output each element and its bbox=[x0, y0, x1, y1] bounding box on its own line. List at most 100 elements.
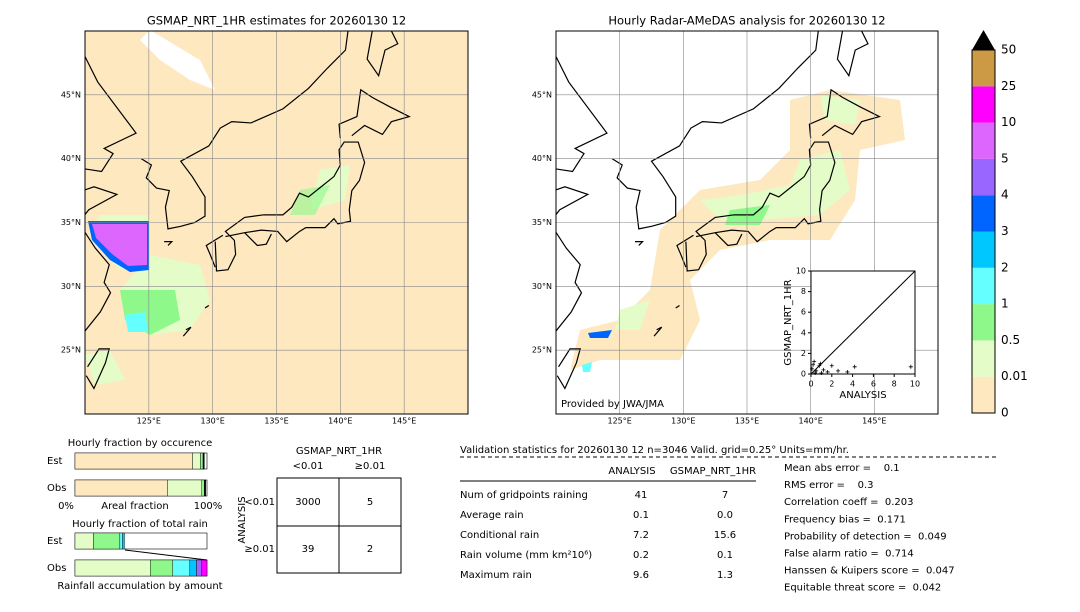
map-title: GSMAP_NRT_1HR estimates for 20260130 12 bbox=[147, 14, 406, 28]
scatter-point bbox=[825, 369, 830, 374]
score: Equitable threat score = 0.042 bbox=[784, 583, 941, 594]
coastline bbox=[653, 326, 663, 337]
colorbar-label: 1 bbox=[1001, 297, 1009, 311]
coastline bbox=[685, 141, 836, 272]
lon-label: 145°E bbox=[392, 417, 416, 426]
x-tick-label: 10 bbox=[910, 380, 920, 389]
lat-label: 35°N bbox=[532, 218, 552, 227]
bar-segment bbox=[150, 559, 173, 577]
stat-name: Maximum rain bbox=[460, 570, 532, 581]
y-tick-label: 2 bbox=[801, 349, 806, 358]
scatter-point bbox=[811, 362, 816, 367]
diagonal bbox=[810, 270, 916, 375]
lat-label: 30°N bbox=[532, 282, 552, 291]
colorbar-extend bbox=[972, 30, 995, 50]
stat-name: Num of gridpoints raining bbox=[460, 490, 588, 501]
bar-segment bbox=[74, 452, 193, 470]
coastline bbox=[366, 31, 399, 78]
stat-name: Average rain bbox=[460, 510, 524, 521]
table-title: GSMAP_NRT_1HR bbox=[296, 446, 382, 457]
score: Mean abs error = 0.1 bbox=[784, 463, 900, 474]
colorbar-label: 3 bbox=[1001, 224, 1009, 238]
col-header: <0.01 bbox=[293, 461, 324, 472]
col-header: ANALYSIS bbox=[608, 466, 655, 477]
stat-value: 41 bbox=[635, 490, 648, 501]
score: Probability of detection = 0.049 bbox=[784, 531, 947, 542]
cell: 3000 bbox=[295, 497, 320, 508]
col-header: ≥0.01 bbox=[355, 461, 386, 472]
scatter-point bbox=[818, 361, 823, 366]
colorbar-swatch bbox=[972, 122, 995, 159]
map-frame bbox=[555, 30, 939, 415]
bar-segment bbox=[74, 532, 94, 550]
lat-label: 30°N bbox=[61, 282, 81, 291]
x-tick-label: 6 bbox=[871, 380, 876, 389]
connector bbox=[124, 549, 208, 561]
panel-title: Hourly fraction by occurence bbox=[68, 438, 212, 449]
scatter-point bbox=[845, 369, 850, 374]
stat-value: 7.2 bbox=[633, 530, 649, 541]
x-label: Rainfall accumulation by amount bbox=[57, 581, 222, 592]
x-tick-label: 0 bbox=[808, 380, 813, 389]
y-axis-label: GSMAP_NRT_1HR bbox=[783, 279, 794, 365]
lon-label: 135°E bbox=[735, 417, 759, 426]
bar-segment bbox=[167, 479, 202, 497]
lat-label: 35°N bbox=[61, 218, 81, 227]
scatter-point bbox=[836, 368, 841, 373]
map-credit: Provided by JWA/JMA bbox=[561, 399, 664, 410]
bar-segment bbox=[93, 532, 121, 550]
lon-label: 125°E bbox=[137, 417, 161, 426]
row-label: Obs bbox=[47, 563, 66, 574]
colorbar-label: 0.5 bbox=[1001, 333, 1020, 347]
coastline bbox=[338, 88, 411, 139]
lat-label: 45°N bbox=[532, 90, 552, 99]
cell: 2 bbox=[367, 544, 373, 555]
scatter-point bbox=[908, 364, 913, 369]
lat-label: 45°N bbox=[61, 90, 81, 99]
x-tick-label: 2 bbox=[829, 380, 834, 389]
lat-label: 40°N bbox=[61, 154, 81, 163]
colorbar-frame bbox=[971, 49, 996, 414]
lon-label: 130°E bbox=[671, 417, 695, 426]
col-header: GSMAP_NRT_1HR bbox=[670, 466, 756, 477]
bar-segment bbox=[201, 559, 208, 577]
bar-segment bbox=[74, 559, 151, 577]
coastline bbox=[85, 348, 111, 390]
colorbar-label: 50 bbox=[1001, 43, 1016, 57]
row-label: Est bbox=[47, 456, 63, 467]
coastline bbox=[808, 88, 882, 139]
stat-name: Conditional rain bbox=[460, 530, 539, 541]
scatter-point bbox=[817, 363, 822, 368]
coastline bbox=[556, 55, 608, 333]
lon-label: 145°E bbox=[862, 417, 886, 426]
coastline bbox=[634, 241, 645, 246]
y-tick-label: 8 bbox=[801, 287, 806, 296]
coastline bbox=[204, 304, 210, 309]
coastline bbox=[611, 31, 819, 230]
scatter-point bbox=[829, 363, 834, 368]
score: False alarm ratio = 0.714 bbox=[784, 549, 914, 560]
bar-segment bbox=[201, 479, 205, 497]
bar-segment bbox=[74, 479, 168, 497]
stat-value: 15.6 bbox=[714, 530, 736, 541]
map-frame bbox=[84, 30, 469, 415]
scatter-point bbox=[813, 370, 818, 375]
scatter-point bbox=[814, 368, 819, 373]
x-tick-label: 4 bbox=[850, 380, 855, 389]
bar-segment bbox=[196, 559, 202, 577]
stats-header: Validation statistics for 20260130 12 n=… bbox=[460, 445, 849, 456]
x-label: 100% bbox=[194, 501, 223, 512]
lon-label: 135°E bbox=[264, 417, 288, 426]
scatter-point bbox=[810, 366, 815, 371]
stat-name: Rain volume (mm km²10⁶) bbox=[460, 550, 592, 561]
colorbar-label: 5 bbox=[1001, 151, 1009, 165]
x-label: 0% bbox=[58, 501, 74, 512]
bar-segment bbox=[204, 479, 206, 497]
coastline bbox=[244, 232, 272, 247]
y-tick-label: 10 bbox=[796, 267, 806, 276]
colorbar-swatch bbox=[972, 195, 995, 232]
stat-value: 1.3 bbox=[717, 570, 733, 581]
scatter-point bbox=[821, 367, 826, 372]
colorbar-label: 0.01 bbox=[1001, 369, 1028, 383]
lat-label: 40°N bbox=[532, 154, 552, 163]
